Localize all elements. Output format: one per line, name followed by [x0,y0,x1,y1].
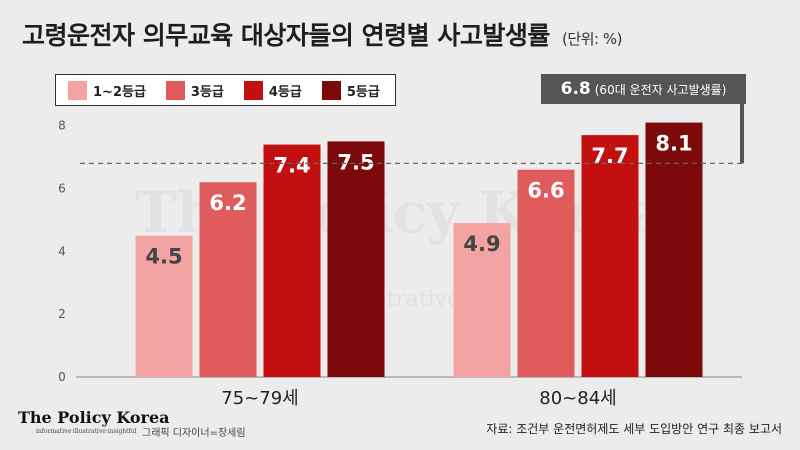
legend-item: 3등급 [165,80,224,100]
unit-label: (단위: %) [562,30,622,48]
title-text: 고령운전자 의무교육 대상자들의 연령별 사고발생률 [22,21,550,50]
chart-title: 고령운전자 의무교육 대상자들의 연령별 사고발생률 (단위: %) [22,16,622,52]
y-tick-label: 2 [58,307,66,321]
legend-label: 3등급 [190,84,224,100]
bar-value-label: 4.5 [145,245,182,269]
x-category-label: 75~79세 [221,388,298,409]
bar-value-label: 7.5 [337,150,374,174]
bar-value-label: 7.7 [591,144,628,168]
logo-tagline: informative·illustrative·insightful [36,428,137,435]
logo: The Policy Korea [18,408,170,427]
bar [645,122,703,378]
bar [581,135,639,377]
source-note: 자료: 조건부 운전면허제도 세부 도입방안 연구 최종 보고서 [486,422,782,436]
y-tick-label: 4 [58,244,66,258]
bar-value-label: 7.4 [273,154,310,178]
y-tick-label: 6 [58,182,66,196]
designer-credit: 그래픽 디자이너=장세림 [142,428,246,439]
legend-swatch [243,80,263,100]
legend-swatch [165,80,185,100]
legend-swatch [68,80,87,100]
x-category-label: 80~84세 [539,388,616,409]
y-tick-label: 0 [58,370,66,384]
legend-label: 5등급 [346,84,380,100]
bar [135,235,193,377]
bar-value-label: 6.2 [209,191,246,215]
reference-label: (60대 운전자 사고발생률) [594,82,727,97]
legend-label: 1~2등급 [93,84,146,100]
legend-swatch [321,80,341,100]
reference-value: 6.8 [560,79,591,99]
bar [327,141,385,377]
legend: 1~2등급 3등급 4등급 5등급 [55,74,396,106]
bar-value-label: 4.9 [463,232,500,256]
bar [199,182,257,377]
legend-label: 4등급 [268,84,302,100]
legend-item: 1~2등급 [68,80,146,100]
reference-badge: 6.8 (60대 운전자 사고발생률) [541,74,746,104]
bar-value-label: 8.1 [655,132,692,156]
bar [453,223,511,377]
bar [517,169,575,377]
legend-item: 4등급 [243,80,302,100]
bar [263,144,321,377]
y-tick-label: 8 [58,119,66,133]
legend-item: 5등급 [321,80,380,100]
bar-value-label: 6.6 [527,179,564,203]
